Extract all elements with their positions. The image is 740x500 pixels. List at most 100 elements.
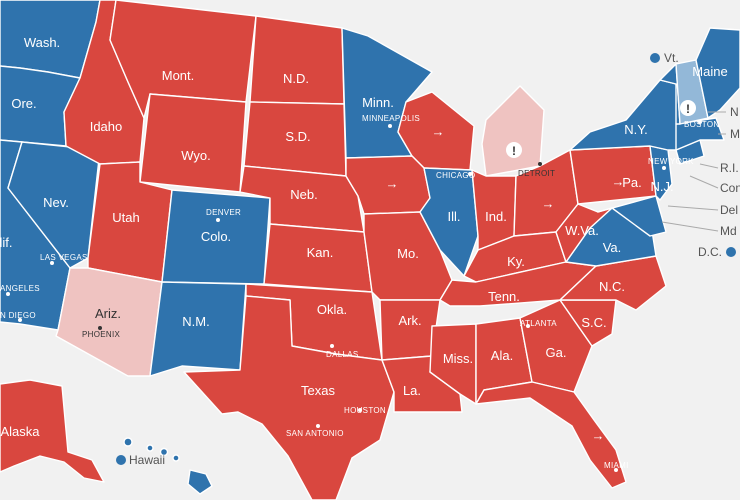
city-dot-las-vegas bbox=[50, 261, 54, 265]
city-los-angeles: ANGELES bbox=[0, 284, 40, 293]
callout-nh: N bbox=[730, 105, 739, 119]
state-az[interactable] bbox=[55, 267, 163, 377]
label-ak: Alaska bbox=[0, 424, 40, 439]
label-ne: Neb. bbox=[290, 187, 317, 202]
svg-text:→: → bbox=[592, 428, 605, 443]
state-ga[interactable] bbox=[519, 299, 593, 393]
city-dot-dallas bbox=[330, 344, 334, 348]
label-al: Ala. bbox=[491, 348, 513, 363]
state-ma[interactable] bbox=[675, 117, 725, 151]
state-hi[interactable] bbox=[123, 437, 213, 495]
leader-md bbox=[661, 221, 719, 232]
city-phoenix: PHOENIX bbox=[82, 330, 120, 339]
state-mi[interactable] bbox=[481, 85, 545, 177]
city-new-york: NEW YORK bbox=[648, 157, 694, 166]
city-dot-san-antonio bbox=[316, 424, 320, 428]
label-mt: Mont. bbox=[162, 68, 195, 83]
city-las-vegas: LAS VEGAS bbox=[40, 253, 88, 262]
label-pa: Pa. bbox=[622, 175, 642, 190]
city-san-antonio: SAN ANTONIO bbox=[286, 429, 344, 438]
label-sc: S.C. bbox=[581, 315, 606, 330]
city-houston: HOUSTON bbox=[344, 406, 386, 415]
state-ak[interactable] bbox=[0, 379, 105, 483]
callout-dot-vt bbox=[650, 53, 660, 63]
leader-ct bbox=[689, 175, 719, 189]
state-fl[interactable] bbox=[475, 381, 627, 489]
callout-de: Del bbox=[720, 203, 738, 217]
city-dot-boston bbox=[698, 120, 702, 124]
city-denver: DENVER bbox=[206, 208, 241, 217]
flip-arrow-fl: → bbox=[592, 428, 605, 443]
svg-text:→: → bbox=[386, 176, 399, 191]
svg-text:!: ! bbox=[512, 144, 516, 158]
label-id: Idaho bbox=[90, 119, 123, 134]
callout-ct: Con bbox=[720, 181, 740, 195]
city-boston: BOSTON bbox=[684, 120, 719, 129]
callout-ma: M bbox=[730, 127, 740, 141]
state-ny[interactable] bbox=[569, 79, 683, 151]
callout-hi: Hawaii bbox=[129, 453, 165, 467]
label-ny: N.Y. bbox=[624, 122, 648, 137]
city-dot-detroit bbox=[538, 162, 542, 166]
label-wa: Wash. bbox=[24, 35, 60, 50]
city-miami: MIAMI bbox=[604, 461, 629, 470]
city-dot-miami bbox=[614, 468, 618, 472]
city-san-diego: N DIEGO bbox=[0, 311, 36, 320]
callout-vt: Vt. bbox=[664, 51, 679, 65]
label-wy: Wyo. bbox=[181, 148, 211, 163]
label-mn: Minn. bbox=[362, 95, 394, 110]
city-dot-los-angeles bbox=[6, 292, 10, 296]
label-ca: lif. bbox=[0, 235, 13, 250]
city-dot-houston bbox=[358, 408, 362, 412]
state-nm[interactable] bbox=[149, 281, 247, 377]
city-dot-minneapolis bbox=[388, 124, 392, 128]
state-md-de[interactable] bbox=[597, 195, 667, 237]
label-ms: Miss. bbox=[443, 351, 473, 366]
svg-text:→: → bbox=[432, 124, 445, 139]
city-dot-san-diego bbox=[18, 318, 22, 322]
state-wy[interactable] bbox=[139, 93, 247, 193]
city-chicago: CHICAGO bbox=[436, 171, 475, 180]
label-nm: N.M. bbox=[182, 314, 209, 329]
city-atlanta: ATLANTA bbox=[520, 319, 557, 328]
label-wv: W.Va. bbox=[565, 223, 599, 238]
callout-dot-dc bbox=[726, 247, 736, 257]
svg-text:!: ! bbox=[686, 102, 690, 116]
svg-text:→: → bbox=[612, 174, 625, 189]
label-la: La. bbox=[403, 383, 421, 398]
callout-dot-hi bbox=[116, 455, 126, 465]
label-ut: Utah bbox=[112, 210, 139, 225]
label-ok: Okla. bbox=[317, 302, 347, 317]
label-mo: Mo. bbox=[397, 246, 419, 261]
city-detroit: DETROIT bbox=[518, 169, 555, 178]
label-nd: N.D. bbox=[283, 71, 309, 86]
alert-icon-mi: ! bbox=[506, 142, 522, 158]
state-ms[interactable] bbox=[429, 323, 477, 405]
label-co: Colo. bbox=[201, 229, 231, 244]
label-nv: Nev. bbox=[43, 195, 69, 210]
state-vt[interactable] bbox=[659, 63, 681, 125]
label-il: Ill. bbox=[448, 209, 461, 224]
label-sd: S.D. bbox=[285, 129, 310, 144]
state-me[interactable] bbox=[695, 27, 740, 119]
city-dot-atlanta bbox=[526, 324, 530, 328]
label-tn: Tenn. bbox=[488, 289, 520, 304]
label-nc: N.C. bbox=[599, 279, 625, 294]
city-dot-denver bbox=[216, 218, 220, 222]
city-dallas: DALLAS bbox=[326, 350, 358, 359]
city-dot-chicago bbox=[468, 172, 472, 176]
leader-ri bbox=[699, 163, 719, 169]
city-dot-new-york bbox=[662, 166, 666, 170]
label-tx: Texas bbox=[301, 383, 335, 398]
label-me: Maine bbox=[692, 64, 727, 79]
callout-dc: D.C. bbox=[698, 245, 722, 259]
flip-arrow-pa: → bbox=[612, 174, 625, 189]
state-tx[interactable] bbox=[183, 295, 395, 500]
leader-de bbox=[667, 205, 719, 211]
alert-icon-nh: ! bbox=[680, 100, 696, 116]
svg-text:→: → bbox=[542, 196, 555, 211]
city-minneapolis: MINNEAPOLIS bbox=[362, 114, 420, 123]
state-nd[interactable] bbox=[249, 15, 345, 105]
label-ks: Kan. bbox=[307, 245, 334, 260]
